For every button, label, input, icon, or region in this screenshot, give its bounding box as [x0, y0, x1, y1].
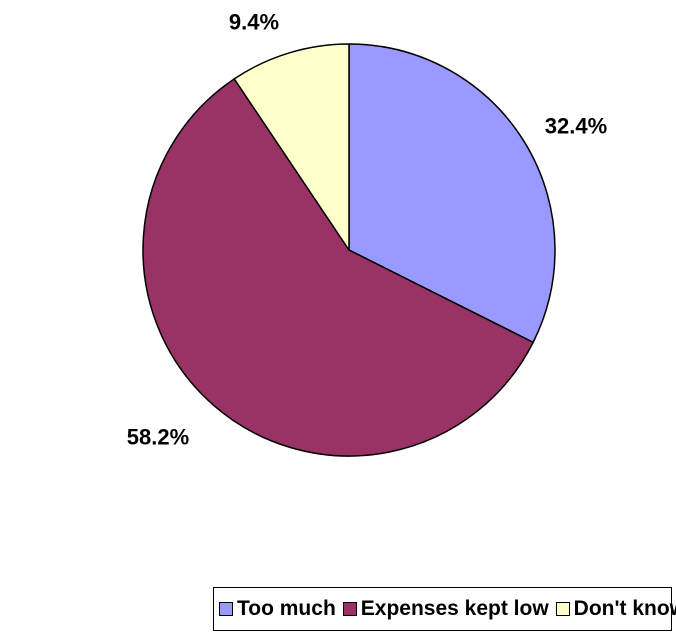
pie-slice-too-much [348, 43, 556, 344]
data-label-too-much: 32.4% [545, 114, 607, 139]
data-label-don-t-know: 9.4% [229, 10, 279, 35]
legend-label-expenses-kept-low: Expenses kept low [360, 597, 549, 620]
pie-slice-don-t-know [233, 43, 350, 251]
legend-item-expenses-kept-low: Expenses kept low [342, 597, 549, 621]
legend-swatch-expenses-kept-low [342, 602, 357, 616]
pie-slices [142, 43, 556, 457]
legend-label-too-much: Too much [237, 597, 336, 620]
data-label-expenses-kept-low: 58.2% [127, 425, 189, 450]
legend-label-dont-know: Don't know [573, 597, 676, 620]
legend-swatch-dont-know [555, 602, 570, 616]
pie-labels: 32.4% 58.2% 9.4% [127, 10, 607, 450]
pie-slice-expenses-kept-low [142, 78, 534, 457]
legend-swatch-too-much [219, 602, 233, 616]
legend-item-too-much: Too much [219, 597, 336, 621]
legend-item-dont-know: Don't know [555, 597, 676, 621]
chart-legend: Too much Expenses kept low Don't know [213, 587, 676, 631]
